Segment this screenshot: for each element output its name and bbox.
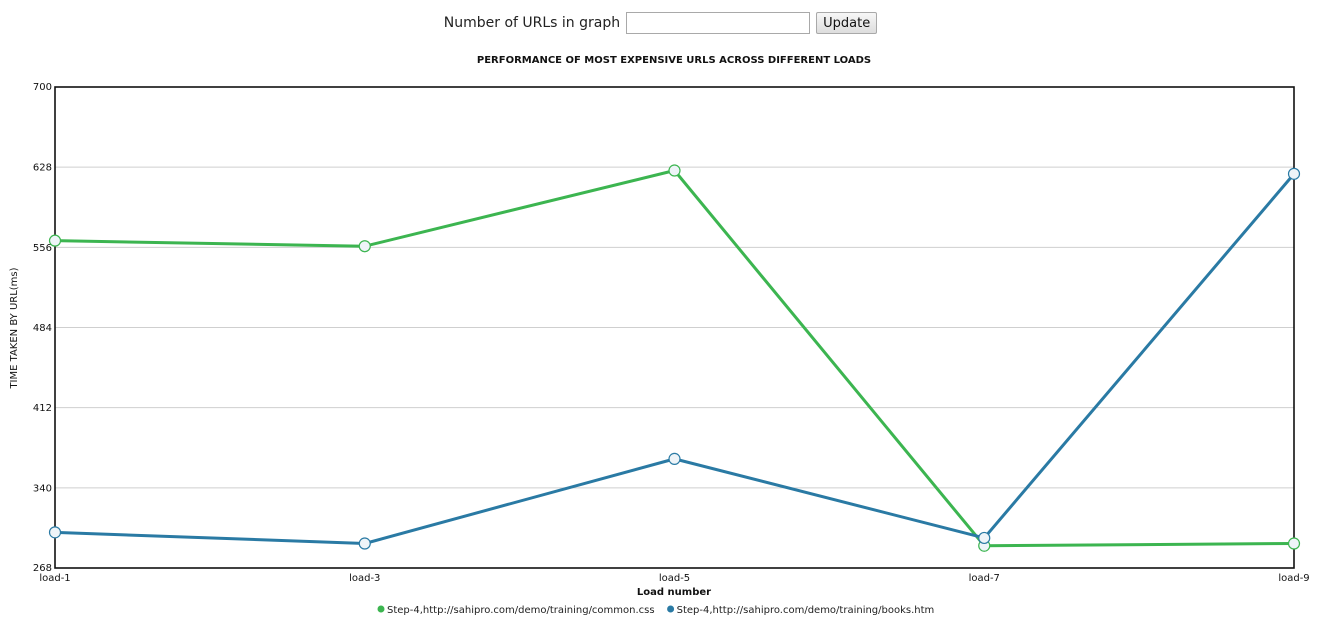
data-point[interactable] — [668, 164, 681, 177]
legend-swatch — [667, 605, 675, 613]
x-tick-label: load-7 — [969, 573, 1000, 584]
x-axis-ticks: load-1 load-3 load-5 load-7 load-9 — [39, 573, 1309, 584]
x-tick-label: load-1 — [39, 573, 70, 584]
y-tick-label: 484 — [33, 323, 52, 334]
x-tick-label: load-5 — [659, 573, 690, 584]
legend-label: Step-4,http://sahipro.com/demo/training/… — [387, 605, 655, 616]
x-tick-label: load-3 — [349, 573, 380, 584]
legend-label: Step-4,http://sahipro.com/demo/training/… — [677, 605, 935, 616]
y-tick-label: 268 — [33, 563, 52, 574]
legend: Step-4,http://sahipro.com/demo/training/… — [377, 605, 934, 616]
url-count-controls: Number of URLs in graph Update — [0, 10, 1321, 36]
y-tick-label: 340 — [33, 483, 52, 494]
data-point[interactable] — [1287, 537, 1301, 550]
data-point[interactable] — [358, 240, 371, 253]
update-button[interactable]: Update — [816, 12, 878, 34]
legend-swatch — [377, 605, 385, 613]
data-point[interactable] — [1287, 167, 1301, 180]
legend-item[interactable]: Step-4,http://sahipro.com/demo/training/… — [667, 605, 934, 616]
series-lines — [48, 164, 1301, 552]
data-point[interactable] — [48, 526, 62, 539]
series-2 — [48, 167, 1301, 550]
x-tick-label: load-9 — [1278, 573, 1309, 584]
y-axis-ticks: 268 340 412 484 556 628 700 — [33, 82, 52, 574]
x-axis-label: Load number — [637, 587, 711, 598]
y-tick-label: 412 — [33, 403, 52, 414]
gridlines — [55, 166, 1294, 489]
y-tick-label: 700 — [33, 82, 52, 93]
data-point[interactable] — [48, 234, 62, 247]
y-axis-label: TIME TAKEN BY URL(ms) — [9, 267, 20, 389]
data-point[interactable] — [978, 531, 991, 545]
plot-area-frame — [54, 86, 1295, 569]
legend-item[interactable]: Step-4,http://sahipro.com/demo/training/… — [377, 605, 655, 616]
chart-title: PERFORMANCE OF MOST EXPENSIVE URLS ACROS… — [477, 55, 871, 66]
url-count-input[interactable] — [626, 12, 811, 34]
data-point[interactable] — [358, 537, 371, 550]
y-tick-label: 628 — [33, 163, 52, 174]
data-point[interactable] — [668, 452, 681, 465]
url-count-label: Number of URLs in graph — [443, 15, 621, 31]
series-line — [54, 169, 1295, 548]
y-tick-label: 556 — [33, 243, 52, 254]
series-1 — [48, 164, 1301, 552]
